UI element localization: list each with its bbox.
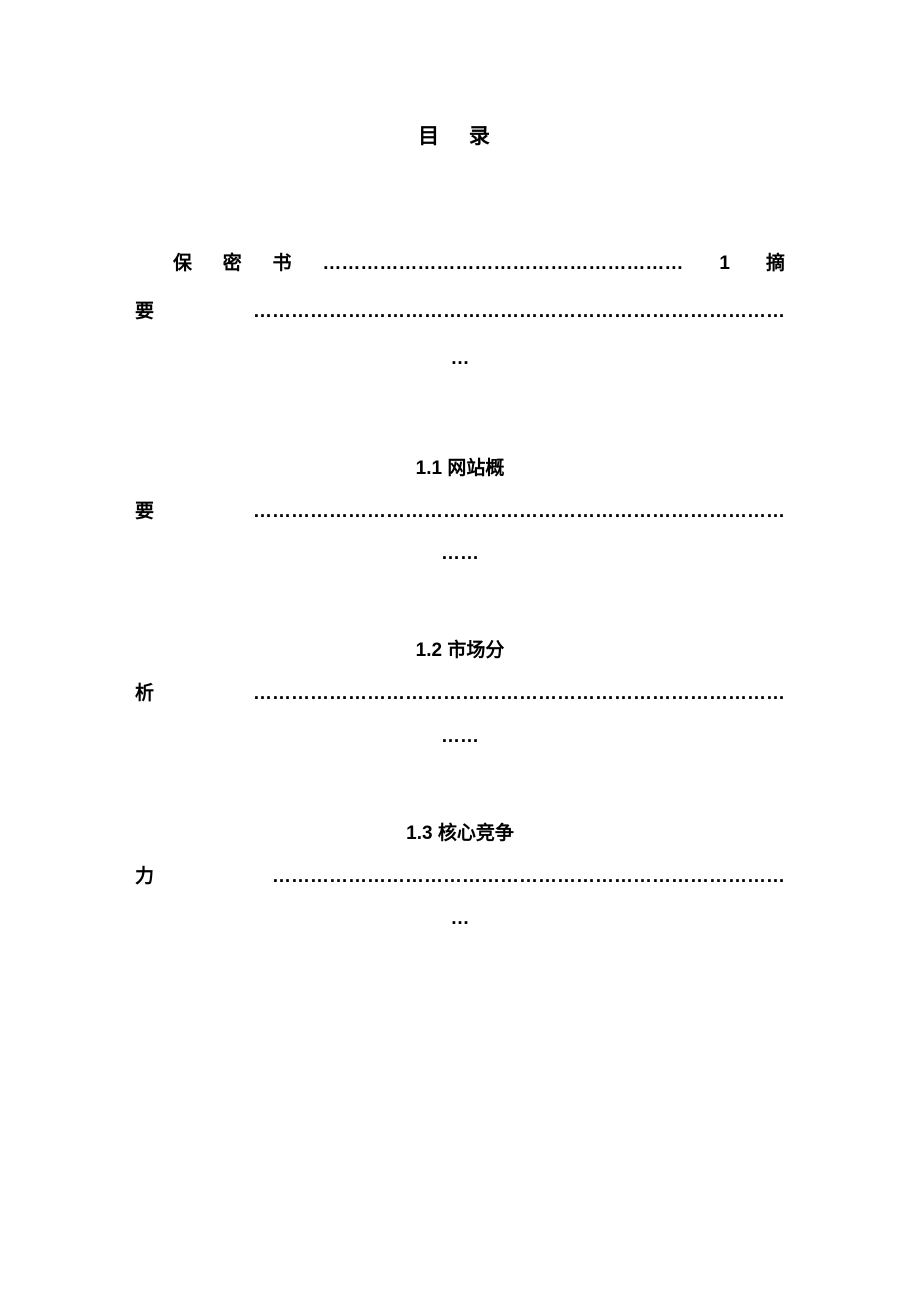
section-1-3-trailing: … xyxy=(135,908,785,930)
section-1-2-trailing: …… xyxy=(135,726,785,748)
toc-section-1-3: 1.3 核心竞争 力 ……………………………………………………………………… … xyxy=(135,818,785,931)
page-title: 目 录 xyxy=(135,120,785,150)
section-1-2-heading: 1.2 市场分 xyxy=(135,635,785,662)
section-1-3-continuation: 力 ……………………………………………………………………… xyxy=(135,853,785,901)
toc-section-1-2: 1.2 市场分 析………………………………………………………………………… …… xyxy=(135,635,785,748)
toc-entry-1-line3: … xyxy=(135,335,785,383)
section-1-1-trailing: …… xyxy=(135,543,785,565)
section-1-1-heading: 1.1 网站概 xyxy=(135,453,785,480)
document-page: 目 录 保密书………………………………………………… 1 摘 要……………………… xyxy=(0,0,920,1100)
toc-entry-1-line2: 要………………………………………………………………………… xyxy=(135,288,785,336)
section-1-1-continuation: 要………………………………………………………………………… xyxy=(135,488,785,536)
toc-entry-1: 保密书………………………………………………… 1 摘 要………………………………… xyxy=(135,240,785,383)
section-1-2-continuation: 析………………………………………………………………………… xyxy=(135,670,785,718)
section-1-3-heading: 1.3 核心竞争 xyxy=(135,818,785,845)
toc-section-1-1: 1.1 网站概 要………………………………………………………………………… …… xyxy=(135,453,785,566)
toc-entry-1-line1: 保密书………………………………………………… 1 摘 xyxy=(135,240,785,288)
